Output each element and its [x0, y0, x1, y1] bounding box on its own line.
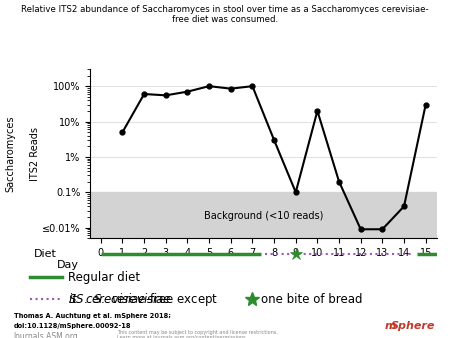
Text: Background (<10 reads): Background (<10 reads) — [203, 211, 323, 220]
Text: Diet: Diet — [34, 249, 57, 259]
Text: one bite of bread: one bite of bread — [261, 293, 362, 306]
Text: Saccharomyces: Saccharomyces — [5, 116, 15, 192]
Text: Regular diet: Regular diet — [68, 271, 140, 284]
Text: Sphere: Sphere — [391, 321, 435, 331]
Text: $it{S.}$ $\it{S.\ cerevisiae}$: $it{S.}$ $\it{S.\ cerevisiae}$ — [68, 292, 172, 307]
Text: ITS2 Reads: ITS2 Reads — [30, 127, 40, 181]
Text: m: m — [385, 321, 396, 331]
Text: Relative ITS2 abundance of Saccharomyces in stool over time as a Saccharomyces c: Relative ITS2 abundance of Saccharomyces… — [21, 5, 429, 24]
Text: Day: Day — [57, 260, 79, 270]
Text: doi:10.1128/mSphere.00092-18: doi:10.1128/mSphere.00092-18 — [14, 323, 131, 329]
Text: Thomas A. Auchtung et al. mSphere 2018;: Thomas A. Auchtung et al. mSphere 2018; — [14, 313, 171, 319]
Text: $\it{S.\ cerevisiae}$-free except: $\it{S.\ cerevisiae}$-free except — [68, 291, 219, 308]
Bar — [90, 192, 436, 238]
Text: Journals.ASM.org: Journals.ASM.org — [14, 332, 78, 338]
Text: This content may be subject to copyright and license restrictions.
Learn more at: This content may be subject to copyright… — [117, 330, 278, 338]
